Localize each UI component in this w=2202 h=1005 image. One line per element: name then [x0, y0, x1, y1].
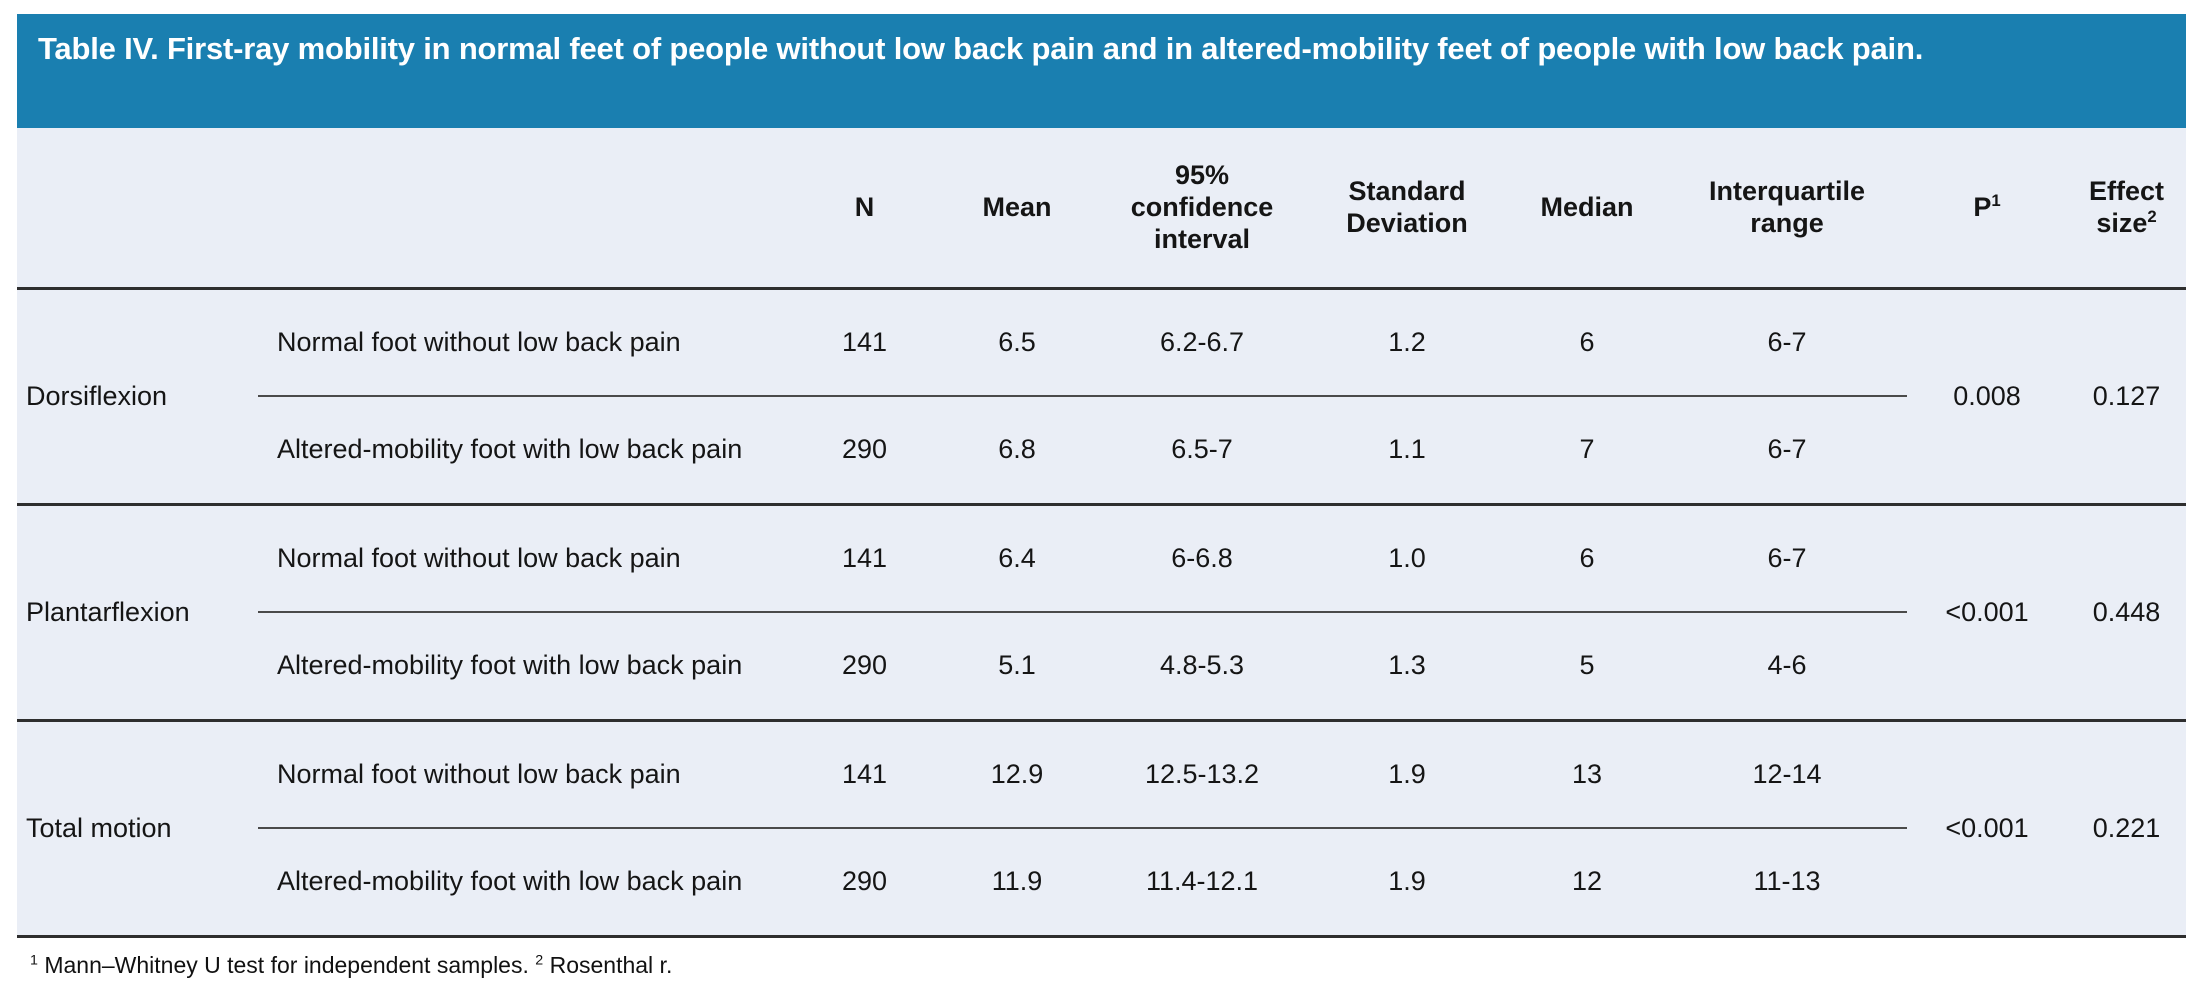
- n-cell: 290: [792, 396, 937, 506]
- condition-cell: Normal foot without low back pain: [258, 504, 792, 613]
- n-cell: 141: [792, 288, 937, 397]
- effect-size-superscript: 2: [2147, 207, 2157, 227]
- col-header-iqr: Interquartile range: [1667, 128, 1907, 290]
- median-cell: 12: [1507, 828, 1667, 938]
- col-header-n: N: [792, 128, 937, 290]
- p-label: P: [1973, 192, 1992, 223]
- iqr-cell: 6-7: [1667, 396, 1907, 506]
- footnote-text-2: Rosenthal r.: [549, 952, 673, 978]
- table-row: Altered-mobility foot with low back pain…: [17, 612, 2186, 722]
- col-header-p: P1: [1907, 128, 2067, 290]
- table-row: Altered-mobility foot with low back pain…: [17, 396, 2186, 506]
- ci-cell: 11.4-12.1: [1097, 828, 1307, 938]
- table-footnote: 1 Mann–Whitney U test for independent sa…: [30, 952, 672, 979]
- condition-cell: Altered-mobility foot with low back pain: [258, 396, 792, 506]
- effect-size-cell: 0.127: [2067, 288, 2186, 506]
- condition-cell: Normal foot without low back pain: [258, 288, 792, 397]
- table-container: N Mean 95% confidence interval Standard …: [17, 128, 2186, 938]
- sd-cell: 1.9: [1307, 720, 1507, 829]
- col-header-desc-empty: [258, 128, 792, 290]
- table-title-bar: Table IV. First-ray mobility in normal f…: [17, 14, 2186, 128]
- effect-size-cell: 0.221: [2067, 720, 2186, 938]
- n-cell: 141: [792, 504, 937, 613]
- mean-cell: 6.8: [937, 396, 1097, 506]
- ci-cell: 4.8-5.3: [1097, 612, 1307, 722]
- header-row: N Mean 95% confidence interval Standard …: [17, 128, 2186, 290]
- ci-cell: 6.5-7: [1097, 396, 1307, 506]
- col-header-ci: 95% confidence interval: [1097, 128, 1307, 290]
- footnote-superscript-1: 1: [30, 952, 38, 969]
- p-superscript: 1: [1991, 191, 2001, 211]
- row-group-label-dorsiflexion: Dorsiflexion: [17, 288, 258, 506]
- iqr-cell: 4-6: [1667, 612, 1907, 722]
- mean-cell: 11.9: [937, 828, 1097, 938]
- sd-cell: 1.2: [1307, 288, 1507, 397]
- p-value-cell: <0.001: [1907, 504, 2067, 722]
- condition-cell: Normal foot without low back pain: [258, 720, 792, 829]
- table-row: Plantarflexion Normal foot without low b…: [17, 504, 2186, 722]
- table-title: Table IV. First-ray mobility in normal f…: [38, 31, 1924, 66]
- col-header-sd: Standard Deviation: [1307, 128, 1507, 290]
- col-header-mean: Mean: [937, 128, 1097, 290]
- iqr-cell: 11-13: [1667, 828, 1907, 938]
- n-cell: 290: [792, 828, 937, 938]
- sd-cell: 1.9: [1307, 828, 1507, 938]
- condition-cell: Altered-mobility foot with low back pain: [258, 612, 792, 722]
- condition-cell: Altered-mobility foot with low back pain: [258, 828, 792, 938]
- data-table: N Mean 95% confidence interval Standard …: [17, 128, 2186, 938]
- p-value-cell: <0.001: [1907, 720, 2067, 938]
- ci-cell: 6-6.8: [1097, 504, 1307, 613]
- iqr-cell: 12-14: [1667, 720, 1907, 829]
- ci-cell: 6.2-6.7: [1097, 288, 1307, 397]
- row-group-label-plantarflexion: Plantarflexion: [17, 504, 258, 722]
- sd-cell: 1.0: [1307, 504, 1507, 613]
- sd-cell: 1.1: [1307, 396, 1507, 506]
- median-cell: 5: [1507, 612, 1667, 722]
- ci-cell: 12.5-13.2: [1097, 720, 1307, 829]
- n-cell: 141: [792, 720, 937, 829]
- footnote-superscript-2: 2: [535, 952, 544, 969]
- mean-cell: 6.5: [937, 288, 1097, 397]
- mean-cell: 6.4: [937, 504, 1097, 613]
- mean-cell: 12.9: [937, 720, 1097, 829]
- mean-cell: 5.1: [937, 612, 1097, 722]
- col-header-median: Median: [1507, 128, 1667, 290]
- median-cell: 6: [1507, 288, 1667, 397]
- col-header-effect-size: Effect size2: [2067, 128, 2186, 290]
- col-header-group-empty: [17, 128, 258, 290]
- row-group-label-total-motion: Total motion: [17, 720, 258, 938]
- table-row: Altered-mobility foot with low back pain…: [17, 828, 2186, 938]
- table-row: Dorsiflexion Normal foot without low bac…: [17, 288, 2186, 506]
- effect-size-cell: 0.448: [2067, 504, 2186, 722]
- sd-cell: 1.3: [1307, 612, 1507, 722]
- median-cell: 6: [1507, 504, 1667, 613]
- median-cell: 13: [1507, 720, 1667, 829]
- median-cell: 7: [1507, 396, 1667, 506]
- iqr-cell: 6-7: [1667, 288, 1907, 397]
- footnote-text-1: Mann–Whitney U test for independent samp…: [44, 952, 529, 978]
- effect-size-label: Effect size: [2088, 176, 2164, 239]
- n-cell: 290: [792, 612, 937, 722]
- p-value-cell: 0.008: [1907, 288, 2067, 506]
- iqr-cell: 6-7: [1667, 504, 1907, 613]
- table-row: Total motion Normal foot without low bac…: [17, 720, 2186, 938]
